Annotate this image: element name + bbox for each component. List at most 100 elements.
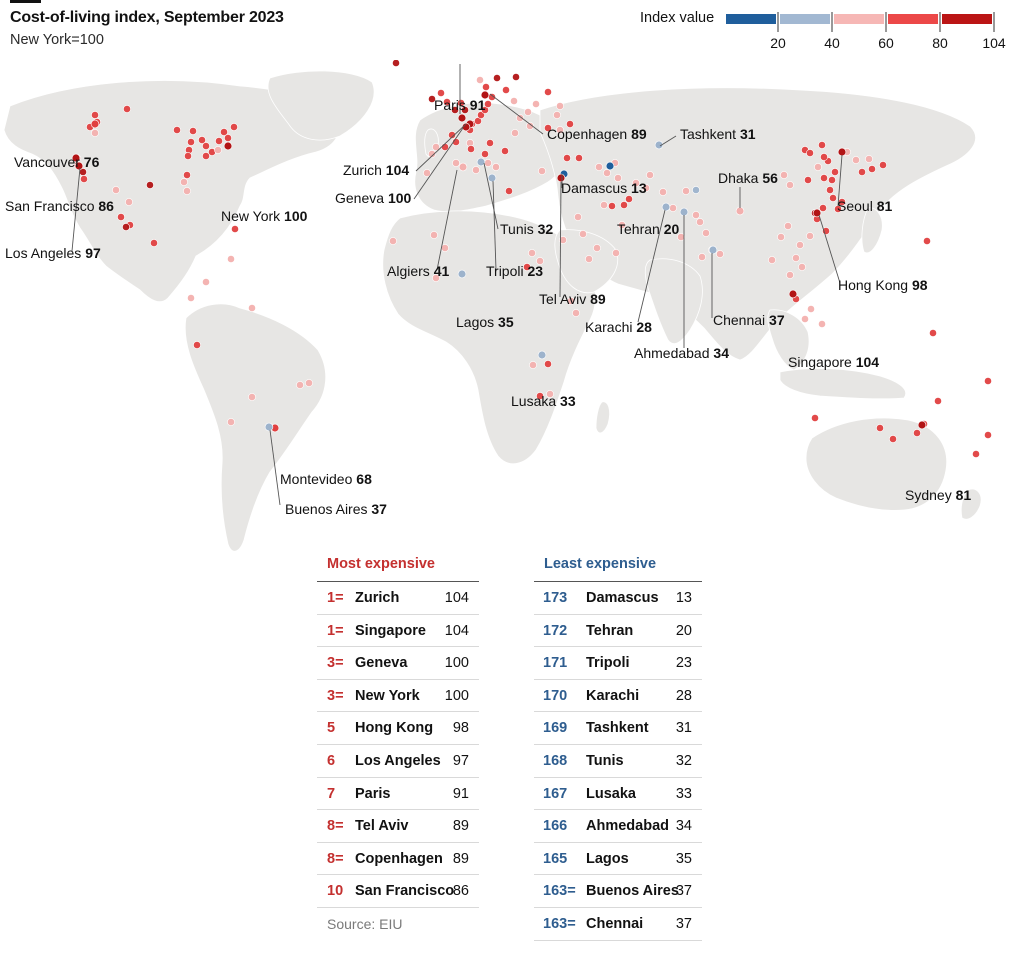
city-dot [574, 213, 582, 221]
city-dot [183, 171, 191, 179]
city-dot [524, 108, 532, 116]
index-value: 100 [444, 655, 469, 672]
city-dot [428, 150, 436, 158]
city-dot [91, 111, 99, 119]
city-dot [792, 254, 800, 262]
city-dot [768, 256, 776, 264]
land-greenland [267, 70, 375, 141]
city-label-name: Montevideo [280, 471, 353, 487]
city-dot [482, 83, 490, 91]
city-dot [501, 147, 509, 155]
city-dot [923, 237, 931, 245]
rank: 8= [327, 850, 344, 867]
city-name: Tunis [586, 752, 624, 769]
city-label: Paris 91 [434, 97, 486, 113]
city-dot [826, 186, 834, 194]
city-dot [620, 201, 628, 209]
legend-tick-label: 104 [982, 35, 1006, 51]
city-label: Geneva 100 [335, 190, 412, 206]
city-dot [502, 86, 510, 94]
city-label-name: New York [221, 208, 281, 224]
city-dot-seoul [837, 147, 847, 157]
city-dot [123, 105, 131, 113]
city-label-value: 56 [762, 170, 778, 186]
city-label-name: Lusaka [511, 393, 556, 409]
city-dot [625, 195, 633, 203]
city-label-value: 28 [636, 319, 652, 335]
city-label-value: 104 [856, 354, 880, 370]
table-row: 8= Copenhagen 89 [317, 843, 479, 876]
city-dot [423, 169, 431, 177]
table-row: 7 Paris 91 [317, 778, 479, 811]
city-dot [563, 154, 571, 162]
city-dot [546, 390, 554, 398]
city-dot [430, 231, 438, 239]
city-dot [202, 278, 210, 286]
city-label-value: 41 [434, 263, 450, 279]
city-dot [929, 329, 937, 337]
table-row: 5 Hong Kong 98 [317, 712, 479, 745]
city-dot [505, 187, 513, 195]
city-label-name: Tunis [500, 221, 534, 237]
city-dot [510, 97, 518, 105]
city-dot [392, 60, 400, 67]
city-dot [572, 309, 580, 317]
rank: 167 [543, 785, 568, 802]
city-dot [682, 187, 690, 195]
city-dot-los-angeles [74, 161, 84, 171]
city-dot [227, 418, 235, 426]
city-dot [202, 142, 210, 150]
city-dot [91, 129, 99, 137]
city-label-name: Ahmedabad [634, 345, 710, 361]
city-dot [187, 294, 195, 302]
city-dot [820, 174, 828, 182]
city-dot [642, 184, 650, 192]
city-label: Copenhagen 89 [547, 126, 647, 142]
city-label: Seoul 81 [837, 198, 892, 214]
city-label-name: Buenos Aires [285, 501, 368, 517]
city-label-value: 89 [590, 291, 606, 307]
city-dot [556, 126, 564, 134]
city-dot-singapore [788, 289, 798, 299]
city-label: Algiers 41 [387, 263, 449, 279]
city-label: San Francisco 86 [5, 198, 114, 214]
rank: 169 [543, 720, 568, 737]
city-name: Buenos Aires [586, 883, 679, 900]
city-name: Ahmedabad [586, 818, 669, 835]
label-leader-lines [71, 64, 843, 506]
city-dot [389, 237, 397, 245]
city-dot [804, 176, 812, 184]
city-dot [457, 99, 465, 107]
city-name: Singapore [355, 622, 426, 639]
world-map: Paris 91 Copenhagen 89 Tashkent 31 Zurich 1… [0, 60, 1024, 580]
city-dot [646, 171, 654, 179]
land-south-america [184, 303, 327, 552]
city-dot [567, 297, 575, 305]
city-label-value: 89 [631, 126, 647, 142]
index-value: 91 [452, 785, 469, 802]
city-dot-dhaka [735, 206, 745, 216]
city-dot [528, 249, 536, 257]
index-value: 31 [675, 720, 692, 737]
map-canvas: Paris 91 Copenhagen 89 Tashkent 31 Zurich 1… [3, 60, 992, 552]
city-dot [807, 305, 815, 313]
city-dot-lagos [457, 269, 467, 279]
source-note: Source: EIU [327, 916, 403, 932]
city-dot [516, 114, 524, 122]
legend-tick-label: 40 [824, 35, 840, 51]
city-label-value: 98 [912, 277, 928, 293]
city-label: Sydney 81 [905, 487, 971, 503]
leader-line [413, 127, 464, 200]
table-row: 170 Karachi 28 [534, 680, 702, 713]
index-value: 34 [675, 818, 692, 835]
city-dot [215, 137, 223, 145]
city-label-name: Tehran [617, 221, 660, 237]
city-label-value: 37 [769, 312, 785, 328]
table-row: 163= Chennai 37 [534, 908, 702, 941]
table-row: 163= Buenos Aires 37 [534, 875, 702, 908]
city-dot [702, 229, 710, 237]
least-expensive-heading: Least expensive [534, 553, 702, 582]
city-dot-san-francisco [71, 153, 81, 163]
land-japan [861, 207, 883, 254]
rank: 168 [543, 752, 568, 769]
